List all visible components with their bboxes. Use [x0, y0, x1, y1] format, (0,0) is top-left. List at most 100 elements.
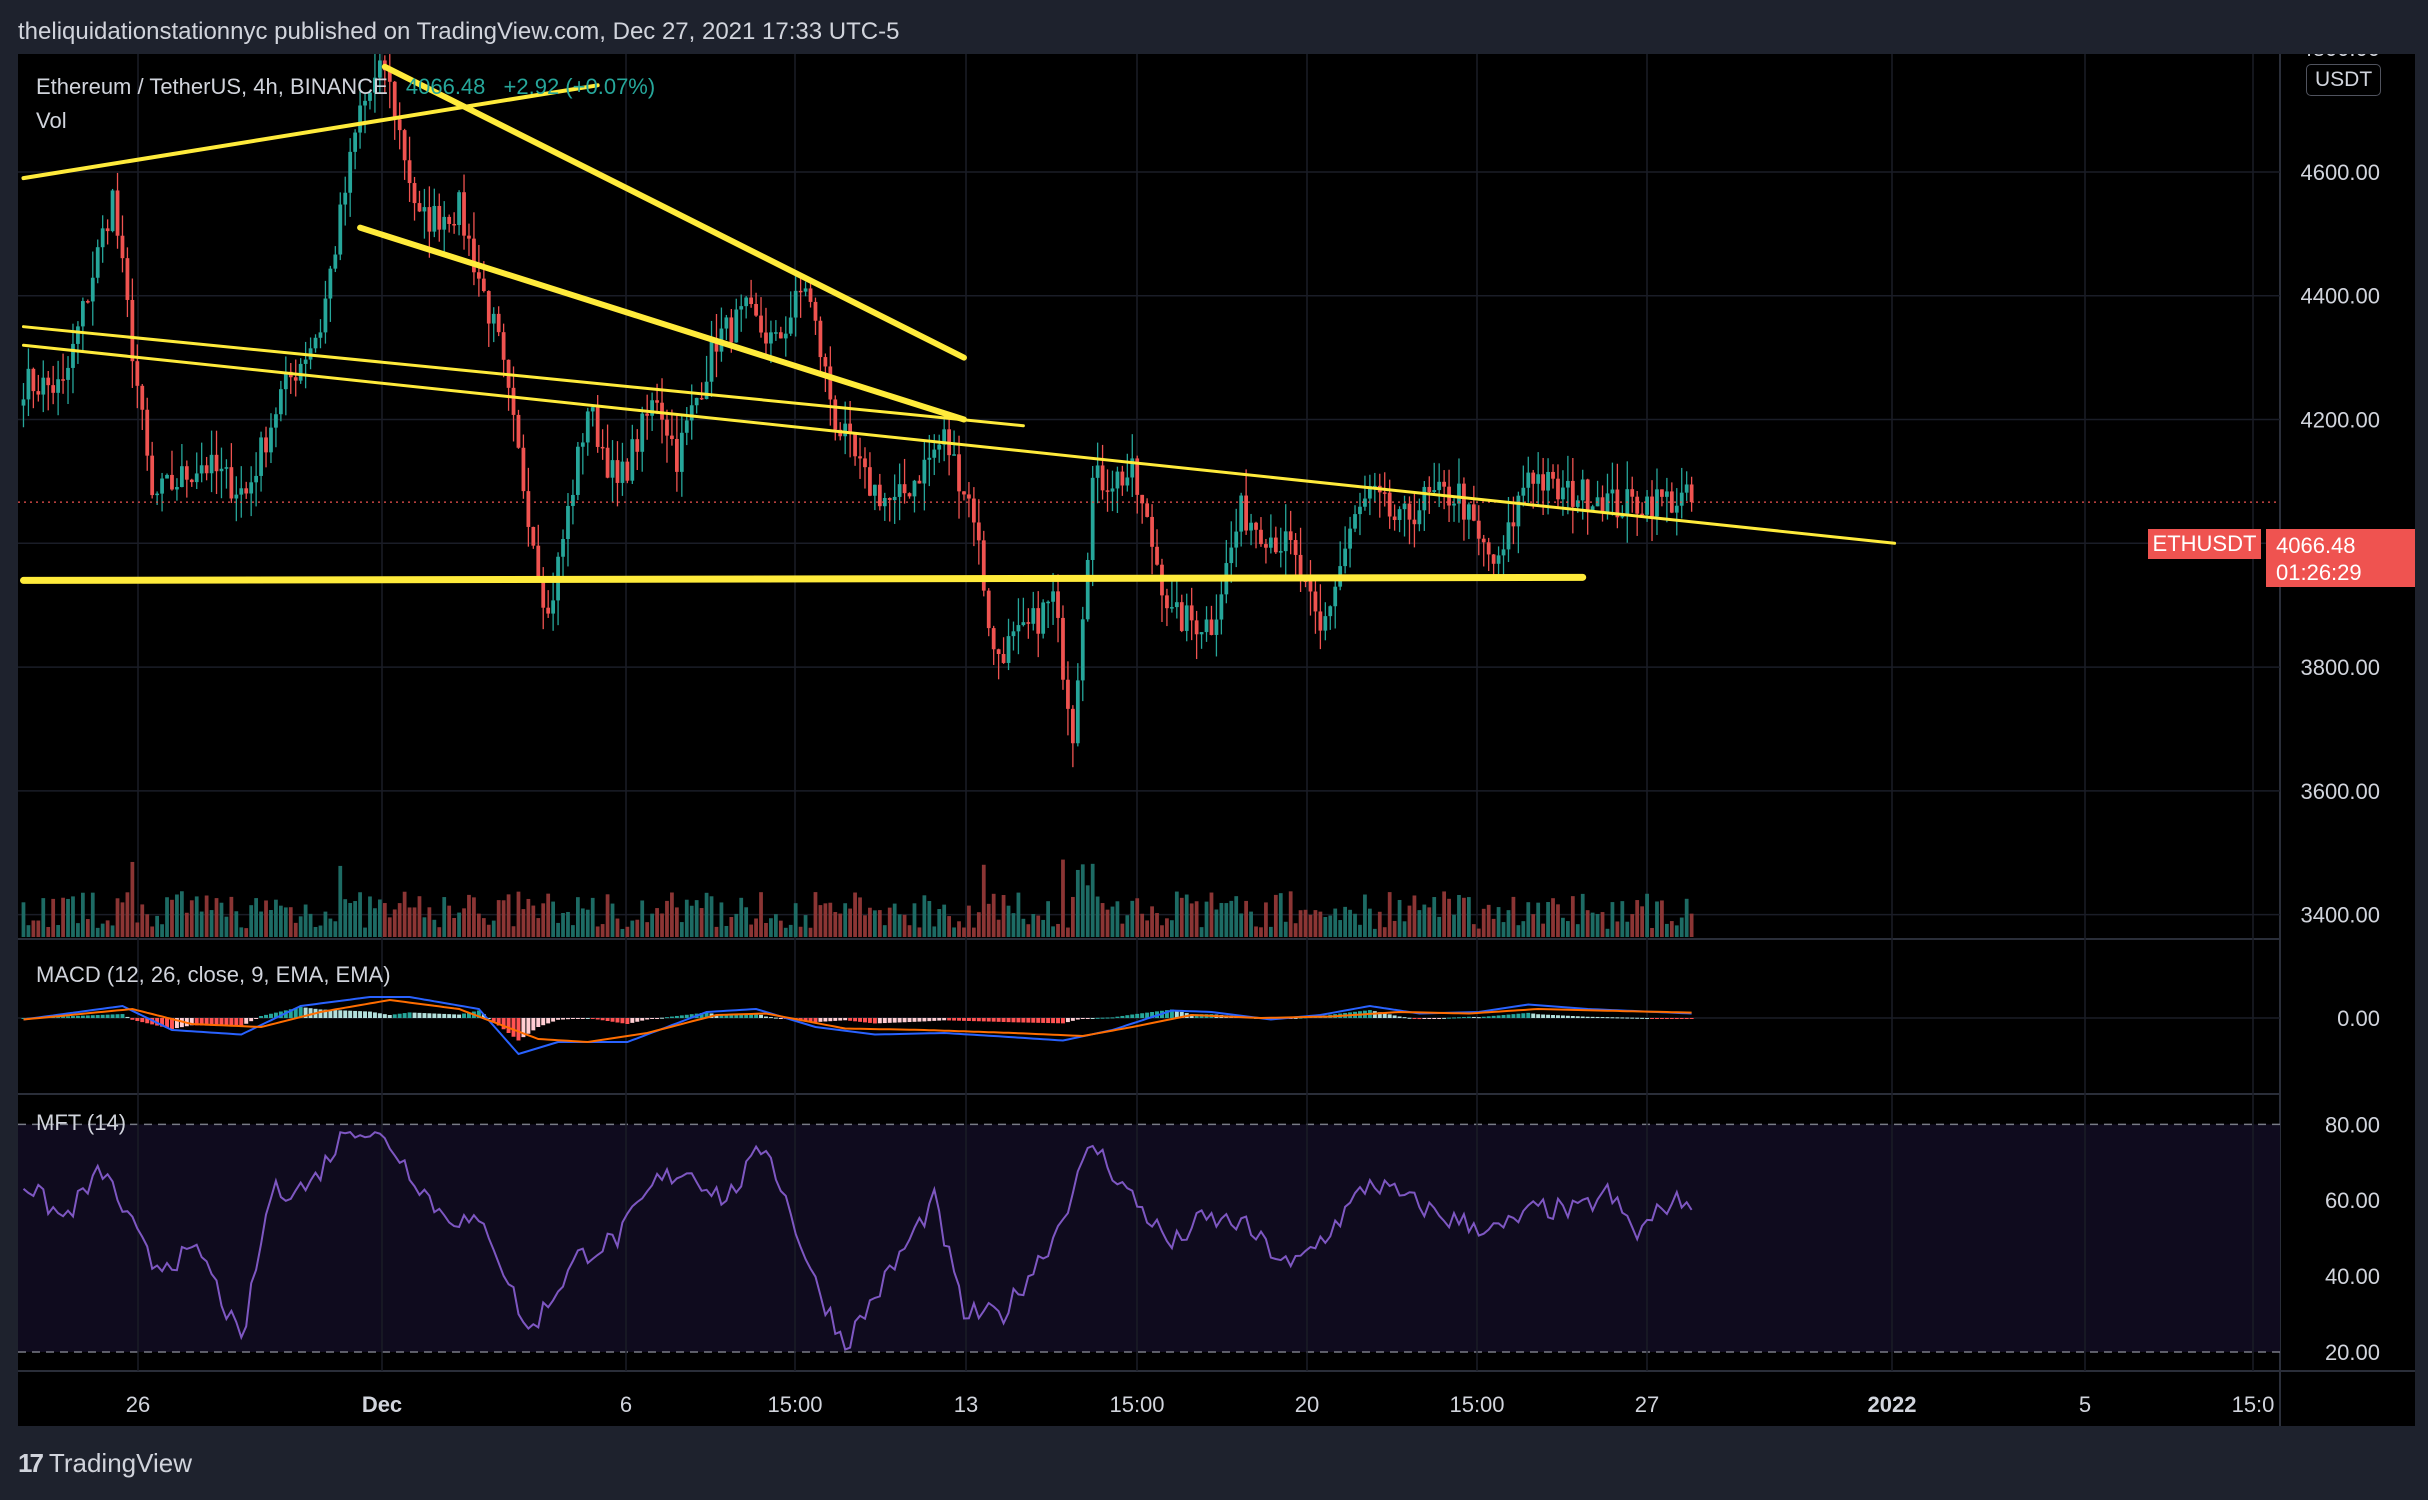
- volume-bar: [887, 907, 892, 937]
- tradingview-brand[interactable]: 17 TradingView: [18, 1448, 192, 1479]
- candle-body: [927, 457, 932, 460]
- volume-bar: [566, 911, 570, 937]
- candle-body: [942, 429, 947, 445]
- macd-histogram-bar: [1397, 1016, 1402, 1018]
- volume-bar: [605, 894, 610, 937]
- volume-bar: [175, 894, 179, 937]
- volume-bar: [838, 913, 843, 937]
- candle-body: [422, 207, 427, 212]
- candle-body: [1506, 522, 1511, 550]
- volume-bar: [145, 914, 150, 937]
- candle-body: [1051, 591, 1055, 602]
- candle-body: [1585, 479, 1590, 511]
- macd-histogram-bar: [1620, 1017, 1625, 1019]
- candle-body: [1620, 515, 1625, 518]
- candle-body: [981, 540, 986, 591]
- chart-canvas[interactable]: 4800.004600.004400.004200.004000.003800.…: [18, 54, 2415, 1426]
- volume-bar: [288, 907, 293, 937]
- candle-body: [46, 377, 51, 386]
- volume-bar: [1664, 923, 1669, 937]
- macd-histogram-bar: [689, 1014, 694, 1018]
- volume-bar: [1551, 898, 1555, 937]
- candle-body: [679, 432, 684, 472]
- volume-bar: [1006, 905, 1011, 937]
- candle-body: [1194, 620, 1199, 635]
- macd-histogram-bar: [1447, 1017, 1452, 1019]
- volume-bar: [976, 912, 981, 937]
- candle-body: [967, 494, 971, 499]
- volume-bar: [1036, 915, 1041, 937]
- candle-body: [1234, 531, 1239, 548]
- candle-body: [962, 491, 966, 495]
- macd-histogram-bar: [402, 1013, 407, 1018]
- macd-histogram-bar: [902, 1018, 907, 1023]
- macd-histogram-bar: [669, 1016, 674, 1018]
- symbol-legend[interactable]: Ethereum / TetherUS, 4h, BINANCE 4066.48…: [36, 74, 655, 100]
- candle-body: [1298, 554, 1303, 581]
- volume-bar: [655, 908, 659, 937]
- candle-body: [1120, 471, 1125, 486]
- macd-histogram-bar: [872, 1018, 877, 1024]
- macd-histogram-bar: [1615, 1017, 1620, 1019]
- volume-bar: [1452, 914, 1456, 937]
- macd-histogram-bar: [1407, 1017, 1412, 1019]
- candle-body: [333, 254, 338, 269]
- currency-button[interactable]: USDT: [2306, 64, 2382, 96]
- candle-body: [452, 223, 457, 226]
- volume-bar: [1095, 896, 1100, 937]
- candle-body: [1452, 503, 1456, 506]
- candle-body: [303, 359, 308, 364]
- volume-bar: [778, 920, 783, 937]
- macd-histogram-bar: [61, 1016, 66, 1018]
- mft-legend[interactable]: MFT (14): [36, 1110, 127, 1135]
- macd-histogram-bar: [427, 1013, 432, 1018]
- volume-bar: [229, 896, 234, 937]
- volume-bar: [254, 898, 259, 937]
- volume-bar: [1120, 923, 1125, 937]
- candle-body: [996, 649, 1001, 655]
- volume-bar: [1066, 927, 1070, 937]
- candle-body: [95, 247, 100, 278]
- volume-bar: [813, 892, 818, 937]
- macd-histogram-bar: [160, 1018, 165, 1027]
- candle-body: [610, 460, 615, 478]
- candle-body: [115, 190, 120, 236]
- macd-histogram-bar: [1130, 1014, 1135, 1018]
- candle-body: [783, 333, 788, 339]
- candle-body: [120, 235, 125, 259]
- macd-histogram-bar: [293, 1008, 298, 1018]
- candle-body: [1135, 458, 1140, 495]
- volume-legend[interactable]: Vol: [36, 108, 67, 133]
- candle-body: [1363, 498, 1367, 507]
- volume-bar: [843, 903, 848, 937]
- candle-body: [605, 447, 610, 478]
- candle-body: [1313, 591, 1318, 612]
- candle-body: [204, 465, 209, 474]
- candle-body: [1531, 472, 1536, 484]
- macd-histogram-bar: [1555, 1015, 1560, 1018]
- candle-body: [1061, 617, 1065, 680]
- volume-bar: [1070, 896, 1075, 937]
- volume-bar: [501, 900, 506, 937]
- candle-body: [1105, 490, 1110, 492]
- mft-band: [18, 1124, 2280, 1353]
- macd-histogram-bar: [595, 1018, 600, 1020]
- macd-histogram-bar: [174, 1018, 179, 1029]
- macd-histogram-bar: [422, 1013, 427, 1018]
- candle-body: [1036, 608, 1041, 634]
- volume-bar: [120, 902, 125, 937]
- candle-body: [1199, 632, 1204, 635]
- macd-histogram-bar: [541, 1018, 546, 1026]
- chart-area[interactable]: 4800.004600.004400.004200.004000.003800.…: [18, 54, 2415, 1426]
- candle-body: [1491, 554, 1496, 564]
- volume-bar: [650, 913, 655, 937]
- macd-histogram-bar: [932, 1018, 937, 1021]
- macd-histogram-bar: [551, 1018, 556, 1022]
- macd-histogram-bar: [704, 1012, 709, 1018]
- grid-lines: [18, 54, 2415, 1426]
- candle-body: [640, 413, 645, 452]
- macd-legend[interactable]: MACD (12, 26, close, 9, EMA, EMA): [36, 962, 391, 987]
- candle-body: [1184, 605, 1189, 631]
- candle-body: [1511, 522, 1516, 527]
- candle-body: [368, 92, 372, 101]
